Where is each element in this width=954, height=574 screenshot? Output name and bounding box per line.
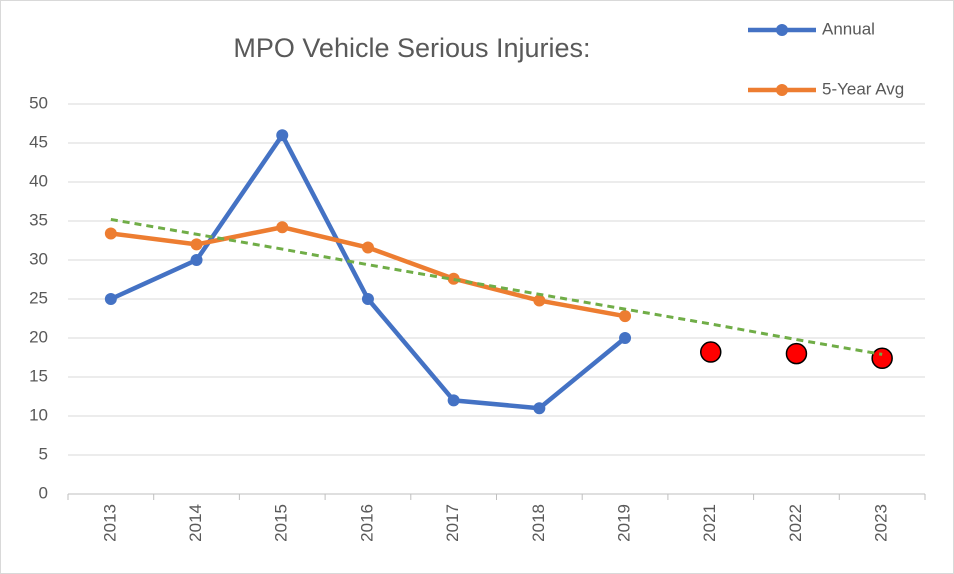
y-tick-label: 10 [29,405,48,424]
series-point [276,221,289,234]
y-tick-label: 25 [29,288,48,307]
series-point [619,310,632,323]
y-tick-label: 45 [29,132,48,151]
x-tick-label: 2022 [786,504,805,542]
y-tick-label: 35 [29,210,48,229]
target-point [785,342,808,365]
x-tick-label: 2015 [272,504,291,542]
x-tick-label: 2018 [529,504,548,542]
series-point [447,272,460,285]
x-tick-label: 2021 [700,504,719,542]
series-point [361,241,374,254]
legend-label: Annual [822,19,875,38]
trend-line [110,217,883,356]
series-point [104,293,117,305]
y-tick-label: 0 [39,483,48,502]
series-point [533,294,546,307]
series-point [533,402,546,415]
series-point [361,293,374,305]
x-tick-label: 2019 [615,504,634,542]
x-tick-label: 2023 [872,504,891,542]
legend-marker [776,84,788,96]
series-point [190,254,203,266]
x-tick-label: 2016 [357,504,376,542]
legend-label: 5-Year Avg [822,79,904,98]
chart-title: MPO Vehicle Serious Injuries: [233,33,590,63]
series-point [104,227,117,240]
target-point [871,347,893,370]
series-point [190,238,203,251]
x-tick-label: 2013 [100,504,119,542]
target-point [700,341,722,363]
legend-marker [776,24,788,36]
y-tick-label: 5 [39,444,48,463]
y-tick-label: 15 [29,366,48,385]
y-tick-label: 20 [29,327,48,346]
series-point [276,129,289,142]
x-tick-label: 2017 [443,504,462,542]
y-tick-label: 30 [29,249,48,268]
series-point [619,332,632,344]
x-tick-label: 2014 [186,504,205,542]
series-point [447,394,460,407]
y-tick-label: 50 [29,93,48,112]
y-tick-label: 40 [29,171,48,190]
